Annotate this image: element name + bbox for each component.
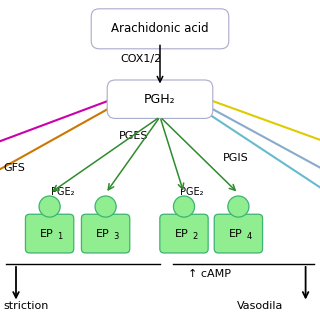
Text: PGES: PGES <box>118 131 148 141</box>
Text: GFS: GFS <box>3 163 25 173</box>
Text: 3: 3 <box>114 232 119 241</box>
Text: EP: EP <box>175 228 188 239</box>
Text: ↑ cAMP: ↑ cAMP <box>188 268 231 279</box>
FancyBboxPatch shape <box>81 214 130 253</box>
Text: striction: striction <box>3 300 49 311</box>
Text: EP: EP <box>96 228 110 239</box>
Text: PGH₂: PGH₂ <box>144 93 176 106</box>
Circle shape <box>39 196 60 217</box>
FancyBboxPatch shape <box>160 214 208 253</box>
Circle shape <box>95 196 116 217</box>
Text: Vasodila: Vasodila <box>237 300 283 311</box>
Circle shape <box>228 196 249 217</box>
Text: Arachidonic acid: Arachidonic acid <box>111 22 209 35</box>
FancyBboxPatch shape <box>26 214 74 253</box>
Text: PGIS: PGIS <box>222 153 248 164</box>
FancyBboxPatch shape <box>91 9 229 49</box>
Text: 2: 2 <box>192 232 197 241</box>
Text: EP: EP <box>229 228 243 239</box>
Text: COX1/2: COX1/2 <box>120 54 161 64</box>
FancyBboxPatch shape <box>214 214 262 253</box>
Text: 1: 1 <box>58 232 63 241</box>
Text: EP: EP <box>40 228 54 239</box>
FancyBboxPatch shape <box>107 80 213 118</box>
Text: 4: 4 <box>246 232 252 241</box>
Text: PGE₂: PGE₂ <box>51 187 74 197</box>
Text: PGE₂: PGE₂ <box>180 187 204 197</box>
Circle shape <box>173 196 195 217</box>
